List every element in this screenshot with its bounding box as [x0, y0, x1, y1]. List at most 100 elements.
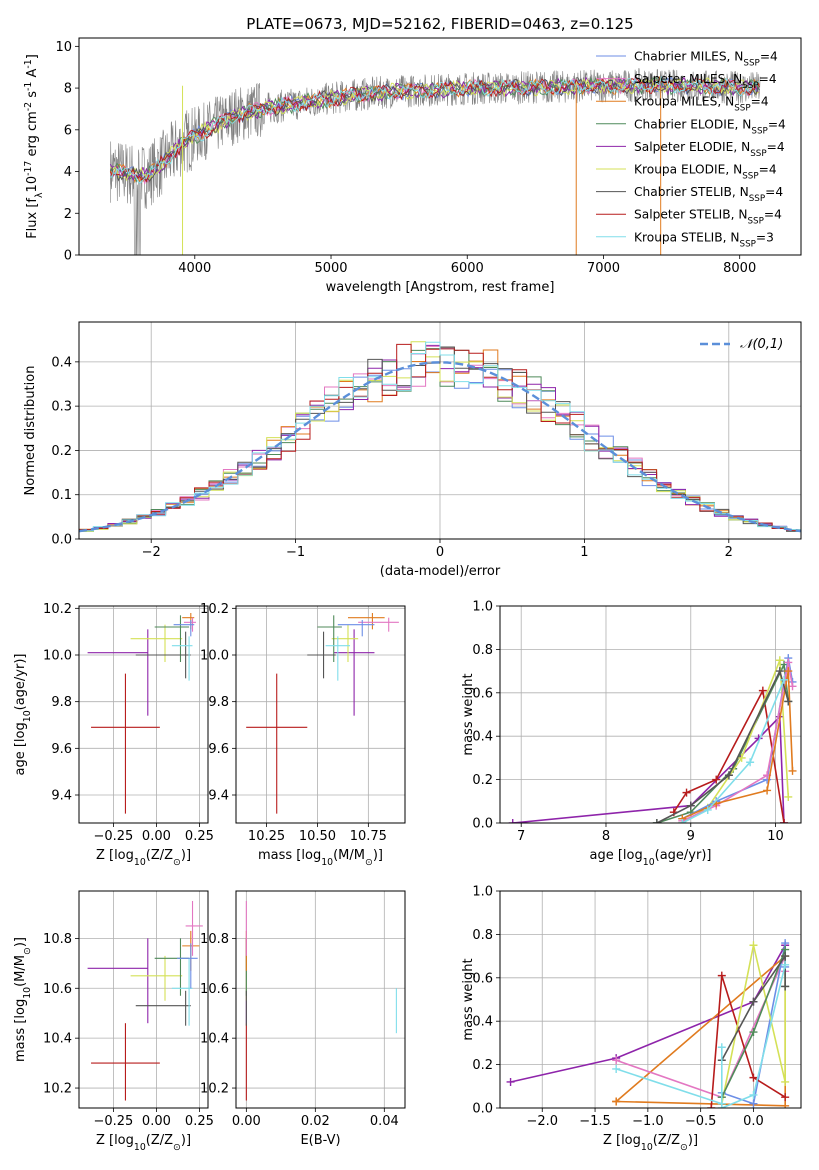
series-marker	[781, 1077, 790, 1086]
plot-area	[246, 613, 399, 814]
x-axis-label: E(B-V)	[300, 1133, 340, 1148]
series-line	[720, 964, 786, 1108]
errorbar-point	[246, 673, 308, 814]
normal-curve	[79, 361, 801, 533]
y-tick-label: 9.6	[208, 742, 229, 757]
y-tick-label: 0.8	[472, 643, 493, 658]
y-tick-label: 10	[55, 40, 72, 55]
series-marker	[780, 819, 789, 823]
x-tick-label: 2	[725, 545, 733, 560]
series-line	[510, 944, 786, 1083]
errorbar-point	[130, 624, 183, 662]
series-marker	[746, 758, 755, 767]
y-tick-label: 10.2	[200, 1082, 229, 1097]
series-marker	[749, 1099, 758, 1108]
x-tick-label: 0	[436, 545, 444, 560]
y-tick-label: 10.4	[43, 1032, 72, 1047]
x-tick-label: 8	[602, 829, 610, 844]
series-marker	[682, 788, 691, 797]
y-axis-label: mass [log10(M/M⊙)]	[13, 937, 33, 1062]
y-tick-label: 10.8	[43, 932, 72, 947]
model-line-chabrier-miles	[110, 76, 760, 181]
series-marker	[749, 1028, 758, 1037]
series-marker	[737, 753, 746, 762]
errorbar-point	[154, 615, 190, 662]
y-tick-label: 0.4	[51, 355, 72, 370]
y-tick-label: 10.0	[200, 649, 229, 664]
y-tick-label: 9.6	[51, 742, 72, 757]
x-axis-label: Z [log10(Z/Z⊙)]	[603, 1133, 698, 1153]
y-tick-label: 0.6	[472, 971, 493, 986]
residual-histogram-panel: −2 −1 0 1 2 0.0 0.1 0.2 0.3 0.4 (data-model)/error…	[23, 321, 802, 579]
errorbar-point	[135, 990, 191, 1026]
series-marker	[775, 656, 784, 665]
errorbar-point	[337, 620, 375, 637]
y-tick-label: 10.8	[200, 932, 229, 947]
series-marker	[784, 697, 793, 706]
series-marker	[781, 952, 790, 961]
plot-area	[109, 68, 761, 255]
series-line	[681, 679, 785, 823]
y-tick-label: 0.2	[51, 444, 72, 459]
y-axis-label: mass weight	[461, 958, 476, 1040]
errorbar-point	[87, 938, 149, 1024]
series-marker	[612, 1064, 621, 1073]
y-axis-label: Flux [fλ10-17 erg cm-2 s-1 A-1]	[23, 54, 45, 239]
legend-entry: Kroupa ELODIE, NSSP=4	[634, 163, 777, 182]
legend-entry: Kroupa MILES, NSSP=4	[634, 95, 769, 114]
plot-area	[245, 900, 397, 1101]
x-tick-label: −2	[142, 545, 161, 560]
y-tick-label: 2	[64, 207, 72, 222]
figure-title: PLATE=0673, MJD=52162, FIBERID=0463, z=0…	[246, 15, 633, 33]
y-tick-label: 0.6	[472, 686, 493, 701]
model-line-kroupa-stelib	[110, 75, 760, 184]
x-tick-label: −1.5	[579, 1114, 611, 1129]
errorbar-point	[358, 617, 399, 632]
series-marker	[784, 667, 793, 676]
series-marker	[749, 997, 758, 1006]
errorbar-point	[317, 615, 342, 662]
y-tick-label: 8	[64, 82, 72, 97]
errorbar-point	[173, 620, 195, 637]
x-axis-label: Z [log10(Z/Z⊙)]	[96, 848, 191, 868]
plot-area	[506, 939, 790, 1108]
series-marker	[724, 771, 733, 780]
legend-entry: Chabrier STELIB, NSSP=4	[634, 185, 783, 204]
series-marker	[781, 1101, 790, 1108]
y-tick-label: 0.8	[472, 928, 493, 943]
errorbar-point	[185, 900, 203, 956]
axes-frame	[78, 890, 209, 1109]
errorbar-point	[171, 958, 193, 1026]
series-marker	[703, 805, 712, 814]
errorbar-point	[331, 624, 359, 662]
y-tick-label: 0.4	[472, 730, 493, 745]
legend-entry: Salpeter ELODIE, NSSP=4	[634, 140, 785, 159]
x-tick-label: 4000	[178, 261, 211, 276]
y-tick-label: 0.3	[51, 400, 72, 415]
plot-area	[87, 613, 196, 814]
x-axis-label: wavelength [Angstrom, rest frame]	[326, 280, 555, 295]
model-line-salpeter-elodie	[109, 76, 760, 182]
legend-entry: 𝒩(0,1)	[740, 337, 783, 352]
series-line	[656, 668, 790, 823]
y-tick-label: 0.2	[472, 773, 493, 788]
errorbar-point	[325, 636, 351, 681]
series-marker	[788, 766, 797, 775]
series-marker	[749, 1073, 758, 1082]
x-tick-label: 0.25	[185, 829, 214, 844]
series-marker	[781, 982, 790, 991]
errorbar-point	[171, 636, 193, 681]
errorbar-point	[130, 955, 183, 1001]
model-line-chabrier-stelib	[109, 76, 760, 182]
age-vs-metallicity-panel: −0.25 0.00 0.25 9.4 9.6 9.8 10.0 10.2 Z [log10(Z…	[13, 602, 214, 868]
series-marker	[784, 658, 793, 667]
series-marker	[775, 667, 784, 676]
y-tick-label: 0.2	[472, 1058, 493, 1073]
series-marker	[508, 819, 517, 823]
mass-vs-metallicity-panel: −0.25 0.00 0.25 10.2 10.4 10.6 10.8 Z [log10(Z/…	[13, 890, 214, 1153]
x-tick-label: 8000	[723, 261, 756, 276]
plot-area	[508, 654, 797, 823]
x-tick-label: 0.25	[185, 1114, 214, 1129]
series-marker	[686, 801, 695, 810]
